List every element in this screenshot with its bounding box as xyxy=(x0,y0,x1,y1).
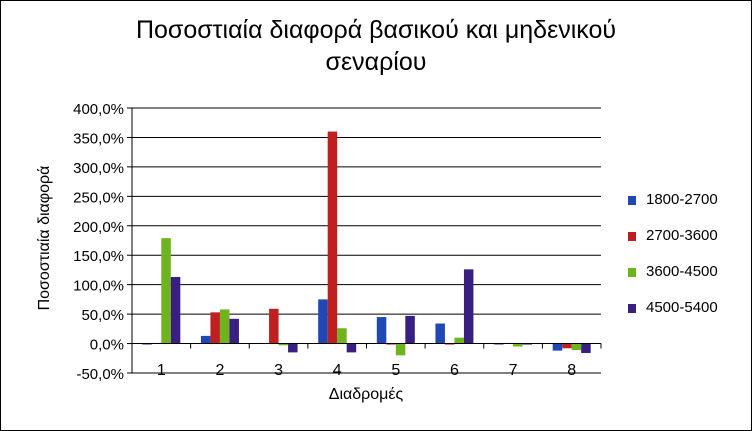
bar-2700-3600-8 xyxy=(562,343,572,349)
bar-2700-3600-2 xyxy=(210,312,220,344)
bar-3600-4500-1 xyxy=(161,238,171,344)
legend: 1800-2700 2700-3600 3600-4500 4500-5400 xyxy=(628,191,748,337)
y-tick-label: 50,0% xyxy=(81,307,124,324)
bar-1800-2700-5 xyxy=(376,317,387,344)
legend-label: 2700-3600 xyxy=(646,227,718,244)
bar-4500-5400-4 xyxy=(346,343,357,353)
y-tick-label: 200,0% xyxy=(73,219,124,236)
legend-label: 4500-5400 xyxy=(646,299,718,316)
legend-swatch xyxy=(628,232,636,241)
y-tick-label: 250,0% xyxy=(73,189,124,206)
y-tick-label: 0,0% xyxy=(90,337,124,354)
y-tick-label: 400,0% xyxy=(73,101,124,118)
bar-3600-4500-6 xyxy=(454,337,464,344)
bar-3600-4500-7 xyxy=(513,343,523,347)
legend-item: 4500-5400 xyxy=(628,299,748,316)
y-axis-tick-labels: 400,0% 350,0% 300,0% 250,0% 200,0% 150,0% 100,… xyxy=(73,101,124,383)
x-tick-label: 7 xyxy=(509,362,518,379)
x-tick-label: 2 xyxy=(215,362,224,379)
y-tick-label: 350,0% xyxy=(73,130,124,147)
x-tick-label: 6 xyxy=(450,362,459,379)
bar-2700-3600-3 xyxy=(269,308,279,344)
bar-4500-5400-5 xyxy=(405,315,415,344)
gridlines xyxy=(127,107,601,374)
chart-title-line-1: Ποσοστιαία διαφορά βασικού και μηδενικού xyxy=(135,16,617,44)
bar-1800-2700-8 xyxy=(552,343,563,351)
legend-item: 2700-3600 xyxy=(628,227,748,244)
y-tick-label: 150,0% xyxy=(73,248,124,265)
bar-4500-5400-8 xyxy=(581,343,591,353)
legend-label: 1800-2700 xyxy=(646,191,718,208)
x-tick-label: 8 xyxy=(567,362,576,379)
bar-4500-5400-3 xyxy=(288,343,298,353)
bar-3600-4500-3 xyxy=(278,343,289,346)
bar-1800-2700-6 xyxy=(435,323,445,344)
bar-3600-4500-4 xyxy=(337,328,347,344)
bars xyxy=(142,131,591,356)
x-tick-label: 3 xyxy=(274,362,283,379)
bar-4500-5400-6 xyxy=(463,269,474,344)
chart-title: Ποσοστιαία διαφορά βασικού και μηδενικού… xyxy=(0,14,752,78)
x-tick-label: 1 xyxy=(157,362,166,379)
x-tick-label: 4 xyxy=(333,362,342,379)
legend-swatch xyxy=(628,196,636,205)
legend-swatch xyxy=(628,304,636,313)
axes xyxy=(131,108,601,373)
bar-3600-4500-2 xyxy=(219,309,230,344)
bar-3600-4500-5 xyxy=(395,343,406,356)
y-axis-label: Ποσοστιαία διαφορά xyxy=(36,166,53,311)
bar-1800-2700-4 xyxy=(318,299,328,344)
y-tick-label: -50,0% xyxy=(76,366,124,383)
x-tick-label: 5 xyxy=(391,362,400,379)
legend-label: 3600-4500 xyxy=(646,263,718,280)
legend-swatch xyxy=(628,268,636,277)
bar-3600-4500-8 xyxy=(571,343,582,351)
bar-1800-2700-2 xyxy=(200,335,211,344)
chart-title-line-2: σεναρίου xyxy=(325,48,427,76)
bar-4500-5400-1 xyxy=(170,277,181,344)
legend-item: 3600-4500 xyxy=(628,263,748,280)
bar-4500-5400-2 xyxy=(229,318,239,344)
legend-item: 1800-2700 xyxy=(628,191,748,208)
bar-2700-3600-4 xyxy=(327,131,338,344)
x-axis-label: Διαδρομές xyxy=(329,386,404,403)
x-axis-tick-labels: 1 2 3 4 5 6 7 8 xyxy=(131,343,602,379)
y-tick-label: 300,0% xyxy=(73,160,124,177)
y-tick-label: 100,0% xyxy=(73,278,124,295)
